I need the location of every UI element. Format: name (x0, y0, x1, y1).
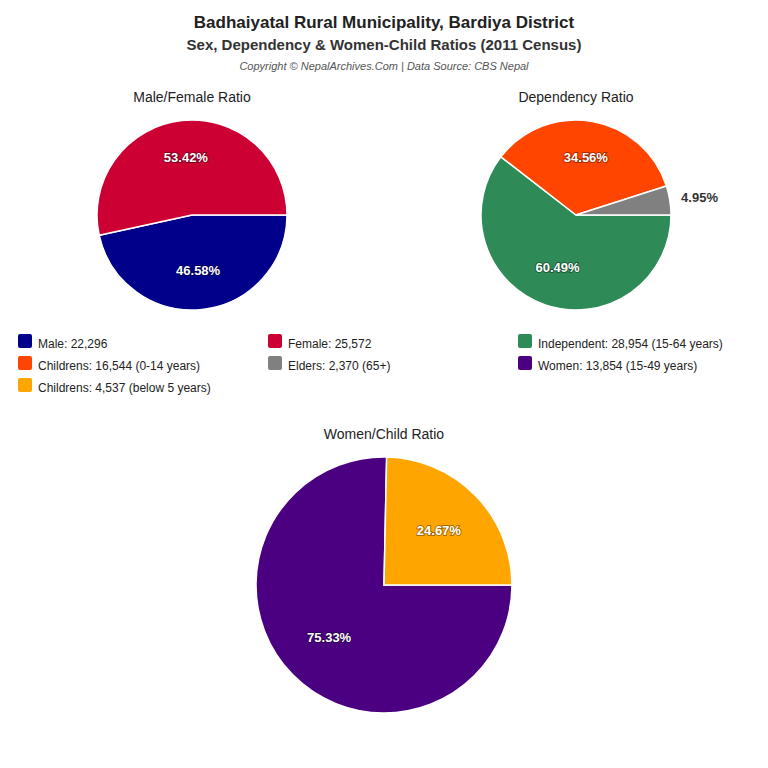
pie-slice (576, 186, 671, 215)
pie-chart: Male/Female Ratio (97, 89, 287, 310)
data-label: 46.58% (176, 263, 221, 278)
legend-swatch (18, 378, 32, 392)
legend-entry: Elders: 2,370 (65+) (288, 359, 390, 373)
data-label: 60.49% (536, 260, 581, 275)
pie-slice (97, 120, 287, 235)
data-label: 34.56% (564, 150, 609, 165)
legend: Male: 22,296 Female: 25,572 Independent: 2… (18, 334, 723, 395)
chart-title: Male/Female Ratio (133, 89, 251, 105)
data-label: 75.33% (307, 630, 352, 645)
data-label: 53.42% (164, 150, 209, 165)
background (0, 0, 768, 768)
pie-slice (384, 457, 512, 585)
pie-slice (256, 457, 512, 713)
subtitle: Sex, Dependency & Women-Child Ratios (20… (187, 36, 582, 53)
legend-entry: Female: 25,572 (288, 337, 372, 351)
legend-swatch (518, 334, 532, 348)
legend-swatch (268, 356, 282, 370)
pie-chart: Women/Child Ratio (256, 426, 512, 713)
chart-title: Women/Child Ratio (324, 426, 445, 442)
data-label: 24.67% (417, 523, 462, 538)
legend-entry: Childrens: 4,537 (below 5 years) (38, 381, 211, 395)
chart-root: Badhaiyatal Rural Municipality, Bardiya … (0, 0, 768, 768)
data-label: 4.95% (681, 190, 718, 205)
title: Badhaiyatal Rural Municipality, Bardiya … (194, 13, 575, 32)
pie-chart: Dependency Ratio (481, 89, 671, 310)
legend-entry: Male: 22,296 (38, 337, 108, 351)
legend-swatch (18, 334, 32, 348)
legend-entry: Women: 13,854 (15-49 years) (538, 359, 697, 373)
annotation: Copyright © NepalArchives.Com | Data Sou… (239, 60, 529, 72)
legend-swatch (268, 334, 282, 348)
legend-swatch (518, 356, 532, 370)
legend-swatch (18, 356, 32, 370)
legend-entry: Childrens: 16,544 (0-14 years) (38, 359, 200, 373)
chart-title: Dependency Ratio (518, 89, 633, 105)
legend-entry: Independent: 28,954 (15-64 years) (538, 337, 723, 351)
